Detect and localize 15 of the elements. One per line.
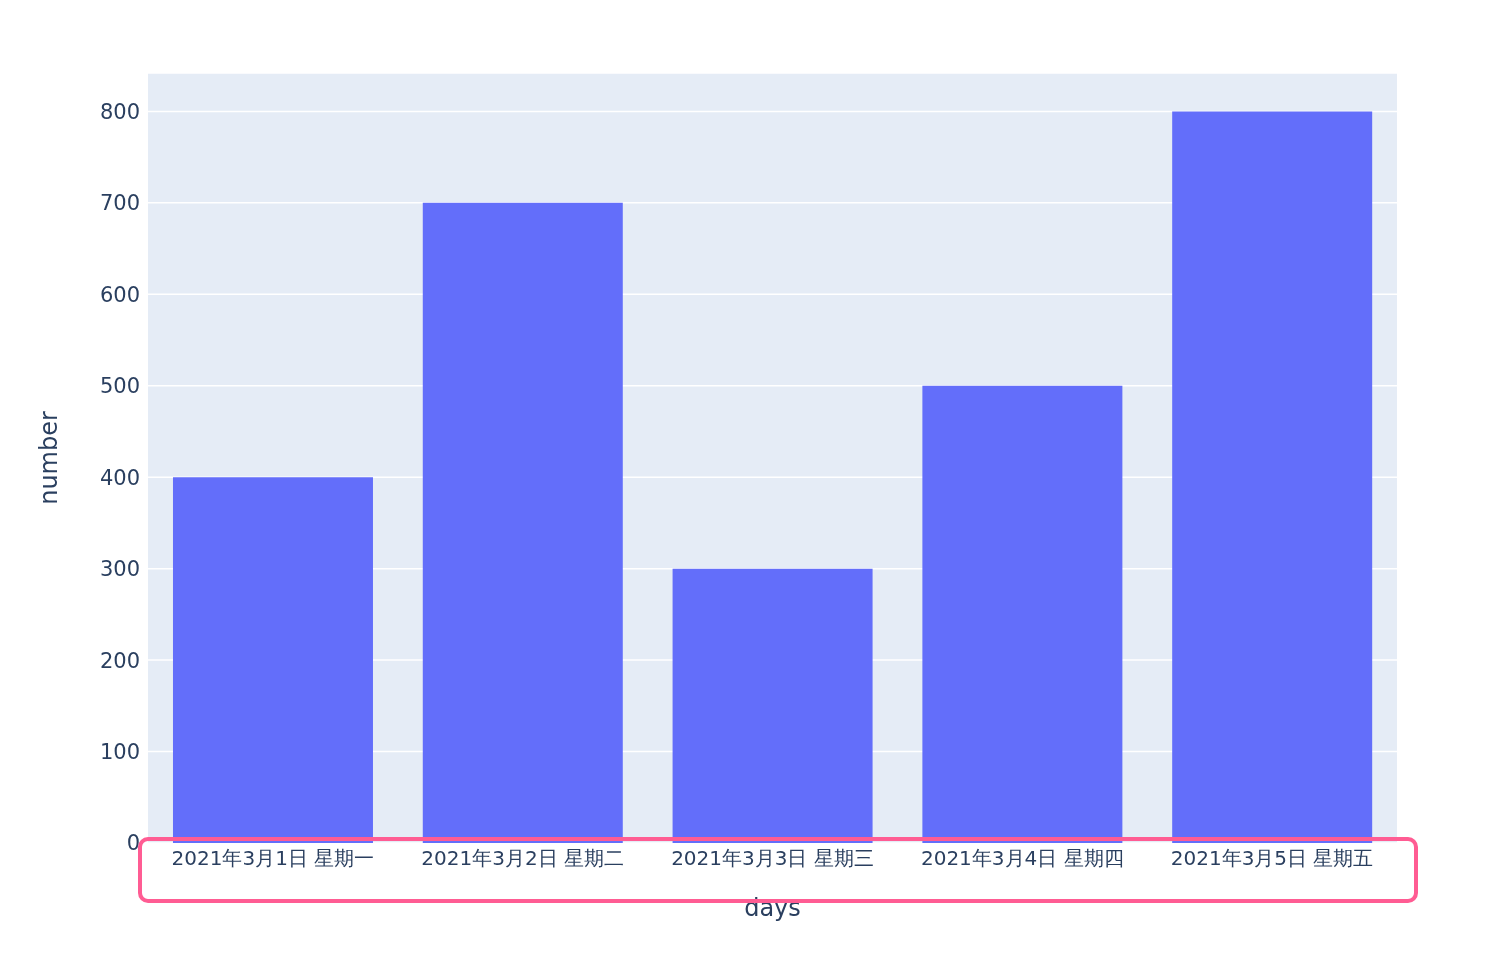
x-tick-label: 2021年3月3日 星期三 (671, 846, 874, 871)
y-tick-label: 200 (99, 648, 140, 673)
x-tick-label: 2021年3月5日 星期五 (1170, 846, 1374, 871)
y-tick-label: 300 (99, 557, 140, 582)
x-tick-label: 2021年3月4日 星期四 (920, 846, 1124, 871)
x-tick-label: 2021年3月2日 星期二 (421, 846, 625, 871)
y-tick-label: 500 (99, 374, 140, 399)
y-tick-label: 700 (99, 191, 140, 216)
y-tick-label: 800 (99, 99, 140, 124)
y-tick-label: 100 (99, 740, 140, 765)
y-axis-title: number (34, 411, 63, 505)
y-tick-label: 600 (99, 282, 140, 307)
y-tick-label: 400 (99, 465, 140, 490)
y-tick-label: 0 (126, 831, 140, 856)
x-tick-label: 2021年3月1日 星期一 (171, 846, 375, 871)
